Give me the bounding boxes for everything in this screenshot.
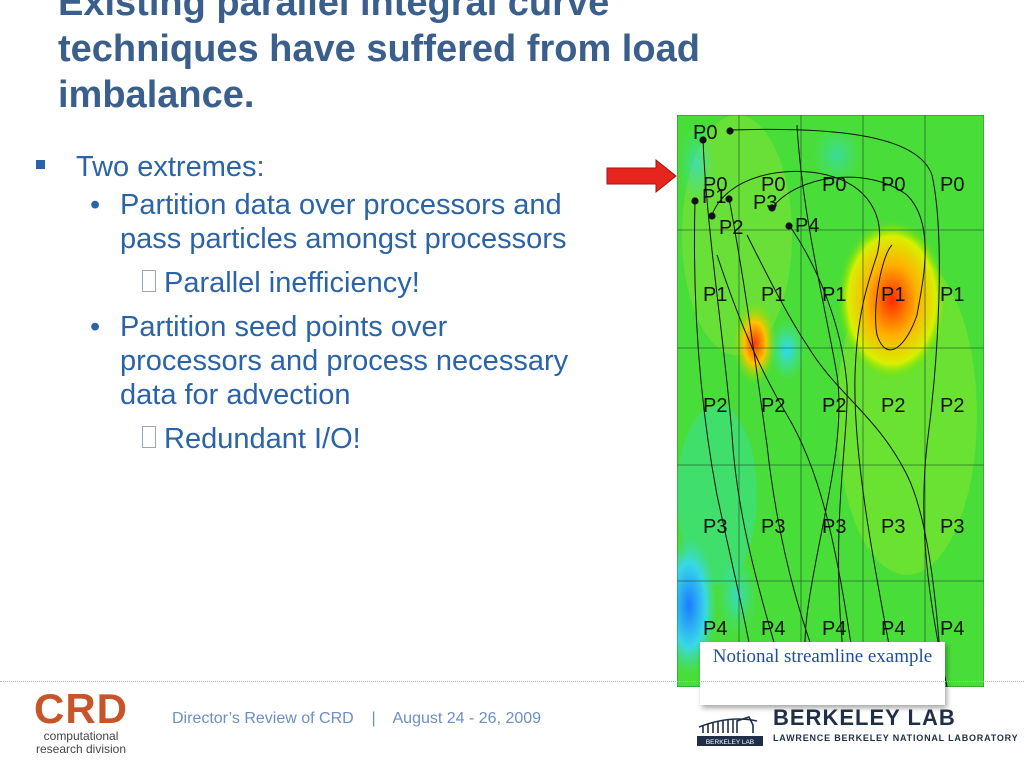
cell-label-r4-c3: P4 [881, 618, 905, 640]
cell-label-r1-c1: P1 [761, 284, 785, 306]
cell-label-r3-c1: P3 [761, 516, 785, 538]
crd-logo-line2: research division [35, 742, 127, 756]
streamline [746, 234, 943, 687]
seed-label-p3: P3 [753, 192, 777, 214]
cell-label-r2-c3: P2 [881, 395, 905, 417]
processor-grid [677, 115, 984, 687]
cell-label-r2-c2: P2 [822, 395, 846, 417]
cell-label-r4-c0: P4 [703, 618, 727, 640]
seed-label-p4: P4 [795, 215, 819, 237]
streamline [711, 170, 898, 687]
seed-label-p1: P1 [702, 186, 726, 208]
streamlines [693, 124, 948, 687]
red-arrow-right-icon [606, 158, 677, 194]
cell-label-r0-c1: P0 [761, 174, 785, 196]
bullet-partition-data: • Partition data over processors and pas… [36, 188, 596, 256]
hotspot-small [733, 301, 777, 385]
cell-label-r3-c3: P3 [881, 516, 905, 538]
bullet-text: Partition data over processors and pass … [120, 189, 567, 255]
seed-point [708, 212, 716, 220]
missing-glyph-icon [142, 426, 156, 448]
seed-point [699, 136, 707, 144]
title-line-2: techniques have suffered from load [58, 28, 700, 70]
cell-label-r2-c4: P2 [940, 395, 964, 417]
streamline [729, 128, 948, 687]
slide-title: Existing parallel integral curve techniq… [58, 0, 878, 118]
footer-divider [0, 681, 1024, 682]
lab-name: BERKELEY LAB [773, 705, 956, 730]
cell-label-r3-c2: P3 [822, 516, 846, 538]
cell-label-r0-c4: P0 [940, 174, 964, 196]
streamline [796, 124, 840, 687]
berkeley-lab-building-icon: BERKELEY LAB [697, 716, 763, 746]
bullet-text: Redundant I/O! [164, 423, 361, 455]
crd-logo-letters: CRD [34, 685, 128, 732]
cell-label-r2-c0: P2 [703, 395, 727, 417]
crd-logo: CRD computational research division [26, 688, 136, 756]
square-bullet-icon [36, 160, 45, 169]
cell-label-r0-c0: P0 [703, 174, 727, 196]
seed-labels: P0 P1 P3 P2 P4 [693, 122, 819, 239]
coldspot [677, 535, 717, 675]
bullet-partition-seeds: • Partition seed points over processors … [36, 310, 596, 412]
seed-points [691, 127, 793, 230]
bullet-text: Parallel inefficiency! [164, 267, 420, 299]
cell-label-r1-c3: P1 [881, 284, 905, 306]
cell-label-r4-c1: P4 [761, 618, 785, 640]
streamline [716, 254, 858, 687]
streamline-figure: P0 P0 P0 P0 P0 P1 P1 P1 P1 P1 P2 P2 P2 P… [677, 115, 984, 687]
cell-label-r1-c2: P1 [822, 284, 846, 306]
footer-event-text: Director’s Review of CRD | August 24 - 2… [172, 710, 542, 727]
seed-label-p0: P0 [693, 122, 717, 144]
seed-point [691, 197, 699, 205]
seed-point [785, 222, 793, 230]
streamline [728, 197, 828, 687]
bullet-list: Two extremes: • Partition data over proc… [36, 150, 596, 466]
seed-point [768, 204, 776, 212]
cell-label-r3-c0: P3 [703, 516, 727, 538]
title-line-3: imbalance. [58, 74, 255, 116]
lab-icon-caption: BERKELEY LAB [706, 739, 754, 746]
bullet-text: Two extremes: [76, 151, 265, 183]
streamline [693, 199, 758, 687]
dot-bullet-icon: • [90, 189, 101, 221]
bullet-redundant-io: Redundant I/O! [36, 422, 596, 456]
hotspot-large [837, 220, 947, 380]
lab-full-name: LAWRENCE BERKELEY NATIONAL LABORATORY [773, 733, 1019, 743]
bullet-text: Partition seed points over processors an… [120, 311, 569, 411]
seed-point [726, 127, 734, 135]
cell-label-r1-c0: P1 [703, 284, 727, 306]
title-line-1: Existing parallel integral curve [58, 0, 610, 24]
cell-label-r4-c4: P4 [940, 618, 964, 640]
missing-glyph-icon [142, 270, 156, 292]
cell-label-r1-c4: P1 [940, 284, 964, 306]
dot-bullet-icon: • [90, 311, 101, 343]
figure-caption: Notional streamline example [700, 642, 945, 705]
cell-label-r2-c1: P2 [761, 395, 785, 417]
cell-label-r4-c2: P4 [822, 618, 846, 640]
streamline [771, 176, 926, 351]
cell-label-r0-c3: P0 [881, 174, 905, 196]
seed-point [725, 195, 733, 203]
processor-labels: P0 P0 P0 P0 P0 P1 P1 P1 P1 P1 P2 P2 P2 P… [703, 174, 964, 640]
bullet-two-extremes: Two extremes: [36, 150, 596, 184]
cell-label-r0-c2: P0 [822, 174, 846, 196]
seed-label-p2: P2 [719, 217, 743, 239]
streamline [702, 139, 788, 687]
bullet-parallel-inefficiency: Parallel inefficiency! [36, 266, 596, 300]
berkeley-lab-logo: BERKELEY LAB BERKELEY LAB LAWRENCE BERKE… [697, 705, 1018, 746]
crd-logo-line1: computational [43, 729, 119, 743]
cell-label-r3-c4: P3 [940, 516, 964, 538]
